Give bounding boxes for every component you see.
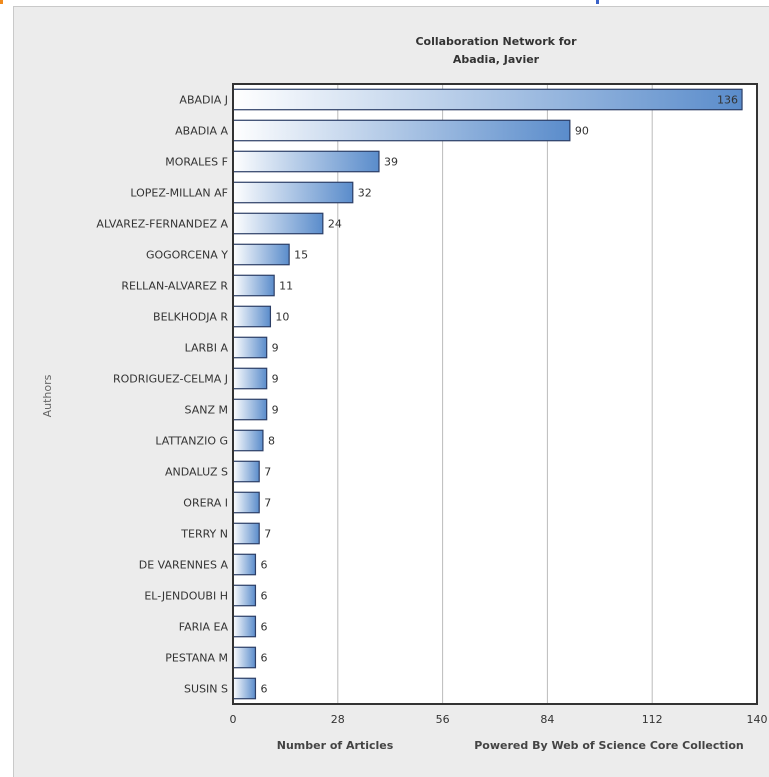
value-label: 6 <box>260 683 267 696</box>
value-label: 7 <box>264 528 271 541</box>
y-axis-label: Authors <box>41 374 54 417</box>
value-label: 8 <box>268 435 275 448</box>
bar <box>232 119 571 142</box>
value-label: 7 <box>264 466 271 479</box>
category-label: ORERA I <box>183 497 228 510</box>
bar <box>232 336 268 359</box>
category-label: TERRY N <box>180 528 228 541</box>
value-label: 15 <box>294 249 308 262</box>
category-label: GOGORCENA Y <box>146 249 228 262</box>
x-axis-label: Number of Articles <box>277 739 394 752</box>
category-label: LOPEZ-MILLAN AF <box>130 187 228 200</box>
bar <box>232 491 260 514</box>
chart-subtitle: Abadia, Javier <box>453 53 540 66</box>
bar <box>232 460 260 483</box>
x-tick-label: 84 <box>540 713 554 726</box>
bars <box>232 88 743 700</box>
bar <box>232 212 324 235</box>
bar <box>232 646 257 669</box>
x-tick-labels: 0 28 56 84 112 140 <box>230 713 768 726</box>
category-label: ALVAREZ-FERNANDEZ A <box>96 218 228 231</box>
category-label: SUSIN S <box>184 683 228 696</box>
bar <box>232 367 268 390</box>
category-label: BELKHODJA R <box>153 311 228 324</box>
top-strip <box>0 0 769 6</box>
x-tick-label: 140 <box>747 713 768 726</box>
category-label: FARIA EA <box>179 621 229 634</box>
value-label: 39 <box>384 156 398 169</box>
bar <box>232 305 272 328</box>
value-label: 11 <box>279 280 293 293</box>
value-label: 90 <box>575 125 589 138</box>
category-label: DE VARENNES A <box>139 559 229 572</box>
bar <box>232 522 260 545</box>
value-label: 24 <box>328 218 342 231</box>
category-label: LATTANZIO G <box>155 435 228 448</box>
bar <box>232 553 257 576</box>
category-label: ANDALUZ S <box>165 466 228 479</box>
chart-title: Collaboration Network for <box>415 35 577 48</box>
bar <box>232 88 743 111</box>
category-label: PESTANA M <box>165 652 228 665</box>
value-label: 9 <box>272 342 279 355</box>
category-label: ABADIA A <box>175 125 228 138</box>
bar <box>232 243 290 266</box>
plot-area <box>233 84 757 704</box>
category-label: RELLAN-ALVAREZ R <box>121 280 228 293</box>
value-label: 6 <box>260 621 267 634</box>
x-tick-label: 0 <box>230 713 237 726</box>
value-label: 32 <box>358 187 372 200</box>
value-label: 10 <box>275 311 289 324</box>
category-label: SANZ M <box>185 404 228 417</box>
plot-border <box>232 83 758 705</box>
value-label: 6 <box>260 590 267 603</box>
value-label: 7 <box>264 497 271 510</box>
bar <box>232 398 268 421</box>
bar <box>232 181 354 204</box>
category-label: LARBI A <box>185 342 229 355</box>
category-label: ABADIA J <box>179 94 228 107</box>
value-label: 6 <box>260 652 267 665</box>
category-label: RODRIGUEZ-CELMA J <box>113 373 228 386</box>
category-label: MORALES F <box>165 156 228 169</box>
bar <box>232 584 257 607</box>
value-label: 136 <box>717 94 738 107</box>
credit-label: Powered By Web of Science Core Collectio… <box>474 739 744 752</box>
x-tick-label: 56 <box>436 713 450 726</box>
top-right-mark <box>596 0 599 4</box>
value-label: 6 <box>260 559 267 572</box>
top-left-mark <box>0 0 3 4</box>
value-label: 9 <box>272 373 279 386</box>
value-labels: 136 90 39 32 24 15 11 10 9 9 9 8 7 7 7 6 6 6 6 6 <box>260 94 738 696</box>
value-label: 9 <box>272 404 279 417</box>
bar <box>232 274 275 297</box>
bar <box>232 677 257 700</box>
category-labels: ABADIA J ABADIA A MORALES F LOPEZ-MILLAN AF… <box>96 94 228 696</box>
bar <box>232 429 264 452</box>
x-tick-label: 112 <box>642 713 663 726</box>
x-tick-label: 28 <box>331 713 345 726</box>
category-label: EL-JENDOUBI H <box>144 590 228 603</box>
bar <box>232 150 380 173</box>
bar <box>232 615 257 638</box>
